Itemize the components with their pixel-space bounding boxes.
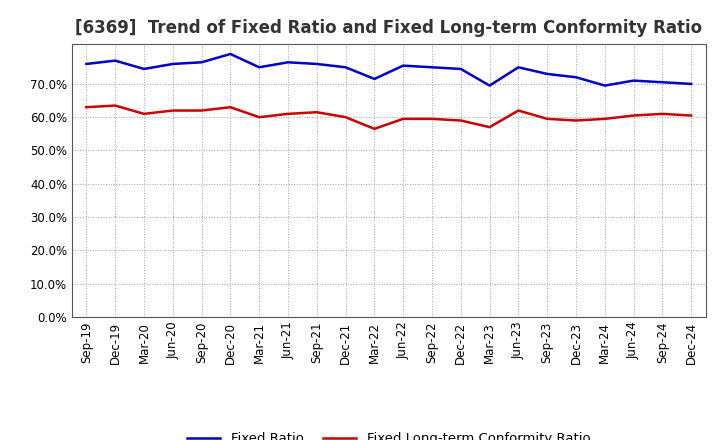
Fixed Long-term Conformity Ratio	[687, 113, 696, 118]
Fixed Ratio	[140, 66, 148, 72]
Fixed Long-term Conformity Ratio	[572, 118, 580, 123]
Fixed Ratio	[168, 61, 177, 66]
Fixed Long-term Conformity Ratio	[600, 116, 609, 121]
Fixed Long-term Conformity Ratio	[168, 108, 177, 113]
Fixed Ratio	[197, 60, 206, 65]
Fixed Long-term Conformity Ratio	[629, 113, 638, 118]
Fixed Ratio	[687, 81, 696, 87]
Fixed Long-term Conformity Ratio	[456, 118, 465, 123]
Fixed Ratio	[629, 78, 638, 83]
Fixed Ratio	[82, 61, 91, 66]
Fixed Ratio	[658, 80, 667, 85]
Line: Fixed Ratio: Fixed Ratio	[86, 54, 691, 86]
Fixed Long-term Conformity Ratio	[485, 125, 494, 130]
Fixed Long-term Conformity Ratio	[312, 110, 321, 115]
Fixed Long-term Conformity Ratio	[140, 111, 148, 117]
Fixed Ratio	[543, 71, 552, 77]
Fixed Long-term Conformity Ratio	[82, 105, 91, 110]
Fixed Long-term Conformity Ratio	[341, 114, 350, 120]
Fixed Long-term Conformity Ratio	[658, 111, 667, 117]
Fixed Long-term Conformity Ratio	[543, 116, 552, 121]
Fixed Long-term Conformity Ratio	[284, 111, 292, 117]
Legend: Fixed Ratio, Fixed Long-term Conformity Ratio: Fixed Ratio, Fixed Long-term Conformity …	[182, 427, 595, 440]
Fixed Ratio	[111, 58, 120, 63]
Line: Fixed Long-term Conformity Ratio: Fixed Long-term Conformity Ratio	[86, 106, 691, 129]
Fixed Ratio	[226, 51, 235, 57]
Fixed Ratio	[284, 60, 292, 65]
Fixed Long-term Conformity Ratio	[370, 126, 379, 132]
Fixed Long-term Conformity Ratio	[226, 105, 235, 110]
Fixed Ratio	[312, 61, 321, 66]
Fixed Long-term Conformity Ratio	[111, 103, 120, 108]
Title: [6369]  Trend of Fixed Ratio and Fixed Long-term Conformity Ratio: [6369] Trend of Fixed Ratio and Fixed Lo…	[75, 19, 703, 37]
Fixed Long-term Conformity Ratio	[428, 116, 436, 121]
Fixed Ratio	[399, 63, 408, 68]
Fixed Ratio	[341, 65, 350, 70]
Fixed Ratio	[485, 83, 494, 88]
Fixed Long-term Conformity Ratio	[514, 108, 523, 113]
Fixed Ratio	[428, 65, 436, 70]
Fixed Ratio	[572, 75, 580, 80]
Fixed Long-term Conformity Ratio	[197, 108, 206, 113]
Fixed Long-term Conformity Ratio	[255, 114, 264, 120]
Fixed Ratio	[600, 83, 609, 88]
Fixed Ratio	[370, 76, 379, 81]
Fixed Ratio	[514, 65, 523, 70]
Fixed Ratio	[255, 65, 264, 70]
Fixed Ratio	[456, 66, 465, 72]
Fixed Long-term Conformity Ratio	[399, 116, 408, 121]
